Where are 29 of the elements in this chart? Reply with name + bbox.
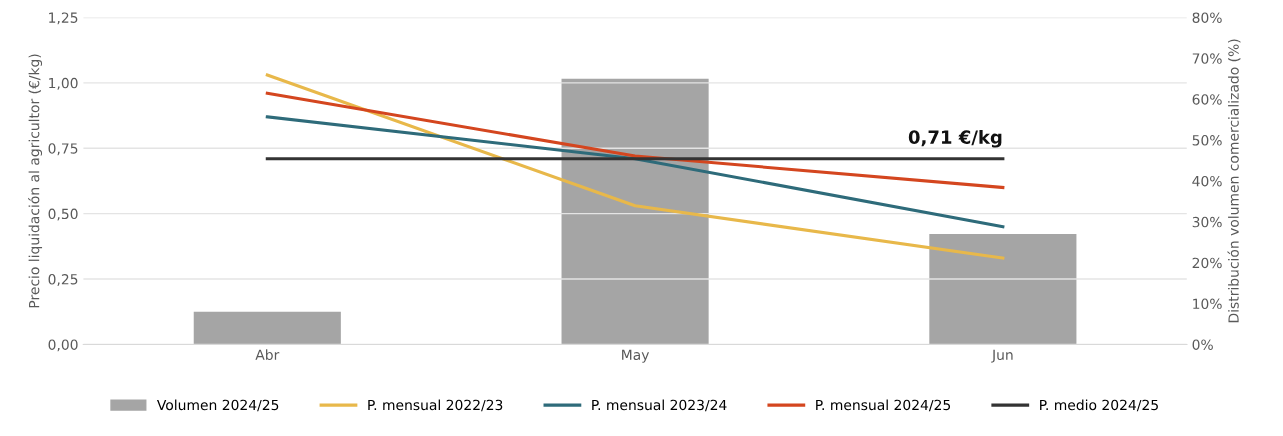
bar [561,78,709,345]
legend-label: Volumen 2024/25 [156,399,279,412]
y2-tick-label: 70% [1192,53,1222,64]
x-tick-label: Abr [255,349,280,361]
y-tick-label: 1,00 [49,77,78,90]
legend-label: P. medio 2024/25 [1040,399,1158,412]
bar [193,311,341,345]
y2-tick-label: 20% [1192,257,1222,269]
bar [929,234,1077,345]
legend-label: P. mensual 2023/24 [592,399,727,412]
y2-tick-label: 80% [1192,12,1222,23]
y2-tick-label: 40% [1192,175,1222,187]
y2-tick-label: 0% [1192,339,1213,350]
y2-tick-label: 60% [1192,94,1222,105]
legend-label: P. mensual 2024/25 [816,399,951,412]
y-tick-label: 0,00 [48,339,78,352]
y2-tick-label: 10% [1193,298,1222,310]
y2-axis-title: Distribución volumen comercializado (%) [1227,39,1241,323]
y-tick-label: 1,25 [49,12,78,25]
y2-tick-label: 30% [1192,216,1222,228]
annotation: 0,71 €/kg [908,129,1002,148]
y-tick-label: 0,75 [48,143,78,156]
y-tick-label: 0,25 [48,274,78,286]
y-axis-title: Precio liquidación al agricultor (€/kg) [28,54,43,308]
y-tick-label: 0,50 [48,208,78,221]
x-tick-label: Jun [991,349,1013,363]
x-tick-label: May [622,349,650,363]
y2-tick-label: 50% [1192,135,1222,146]
legend-label: P. mensual 2022/23 [368,399,503,412]
